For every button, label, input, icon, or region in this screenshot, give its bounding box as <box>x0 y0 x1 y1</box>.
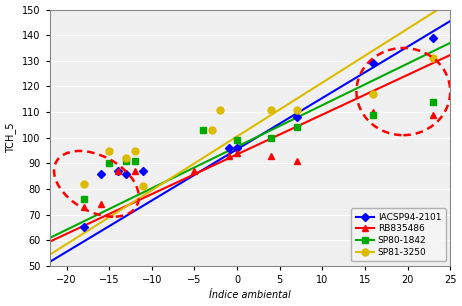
Legend: IACSP94-2101, RB835486, SP80-1842, SP81-3250: IACSP94-2101, RB835486, SP80-1842, SP81-… <box>352 208 446 261</box>
X-axis label: Índice ambiental: Índice ambiental <box>209 290 291 300</box>
Y-axis label: TCH_5: TCH_5 <box>6 122 17 153</box>
